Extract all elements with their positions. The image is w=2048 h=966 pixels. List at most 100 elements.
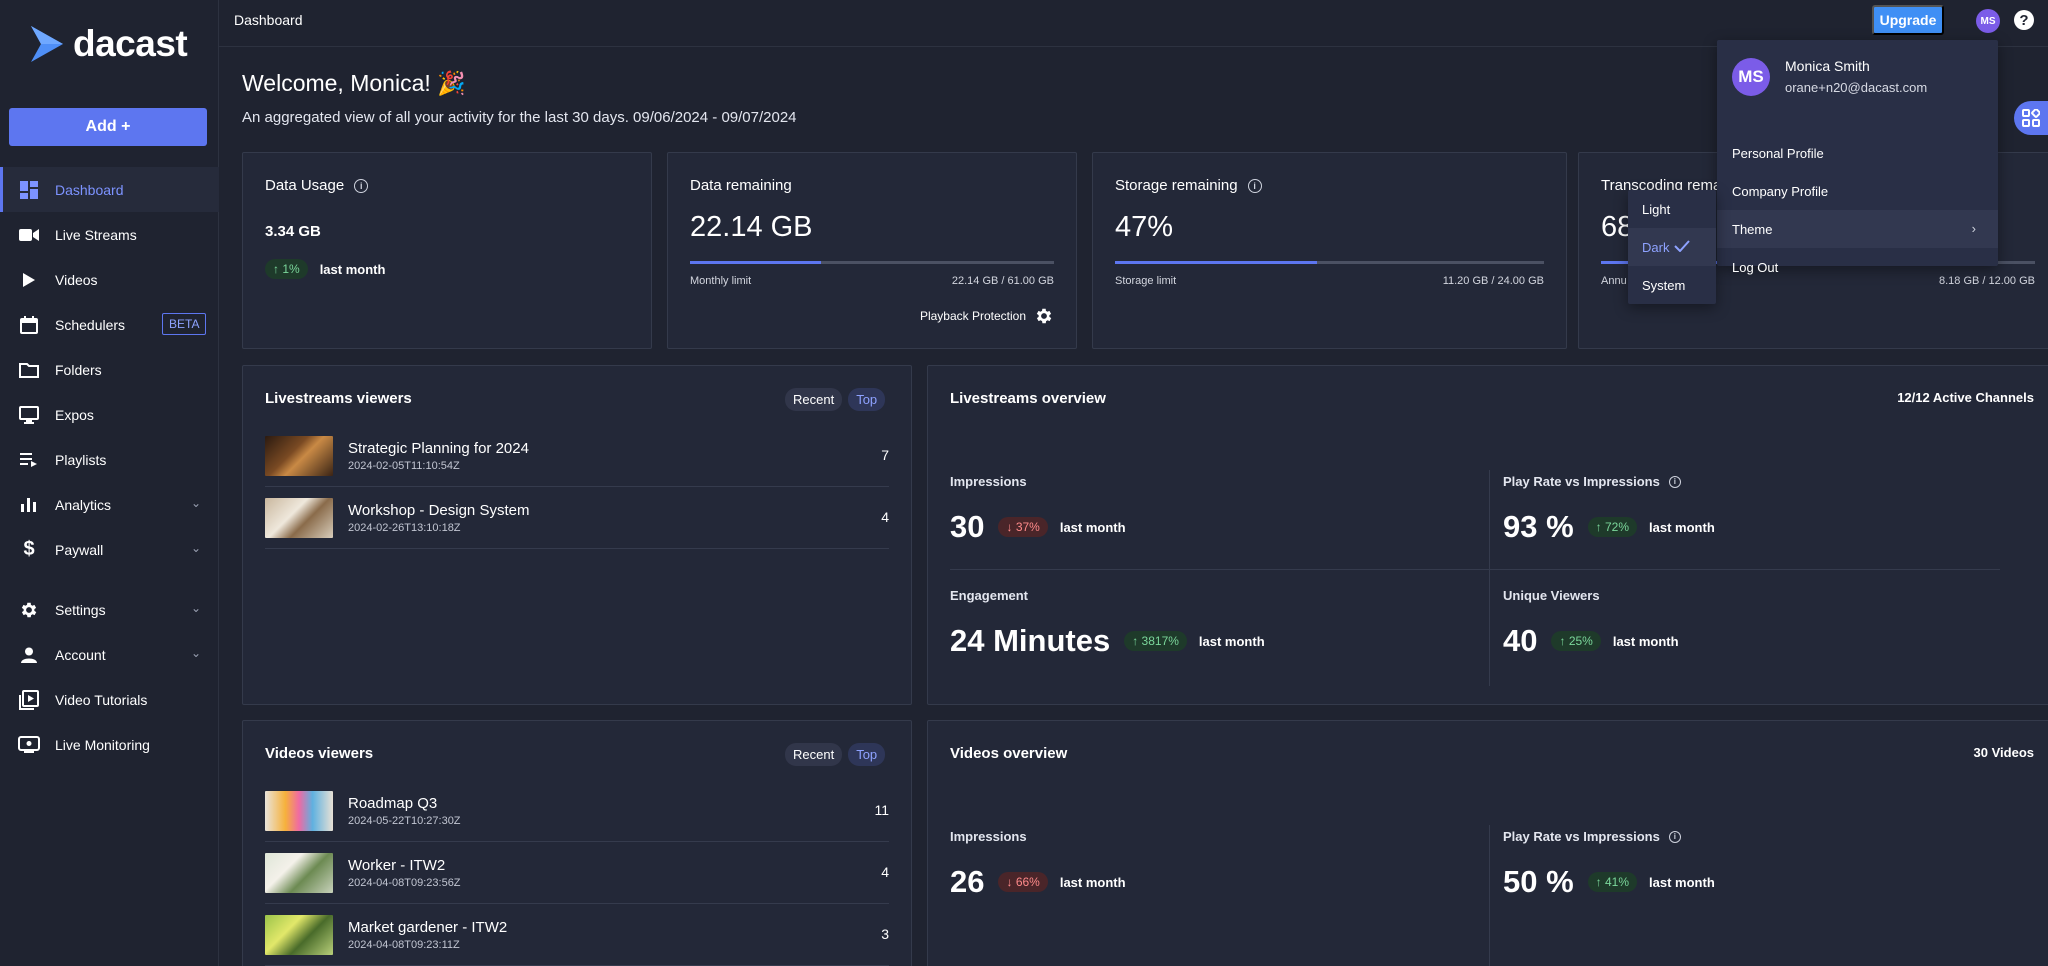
- data-remaining-value: 22.14 GB: [690, 211, 813, 243]
- dacast-logo[interactable]: dacast: [31, 23, 188, 64]
- metric-label: Play Rate vs Impressions i: [1503, 474, 1715, 489]
- sidebar-item-video-tutorials[interactable]: Video Tutorials: [0, 677, 219, 722]
- panel-title: Videos viewers: [265, 745, 374, 762]
- sidebar-item-videos[interactable]: Videos: [0, 257, 219, 302]
- sidebar-item-settings[interactable]: Settings ⌄: [0, 587, 219, 632]
- metric-label: Play Rate vs Impressions i: [1503, 829, 1715, 844]
- top-toggle[interactable]: Top: [848, 743, 886, 766]
- recent-toggle[interactable]: Recent: [785, 388, 843, 411]
- breadcrumb[interactable]: Dashboard: [234, 12, 303, 28]
- calendar-icon: [18, 314, 40, 336]
- metric-value-row: 93 % ↑ 72% last month: [1503, 509, 1715, 545]
- sidebar-item-analytics[interactable]: Analytics ⌄: [0, 482, 219, 527]
- sidebar-item-paywall[interactable]: $ Paywall ⌄: [0, 527, 219, 572]
- thumbnail: [265, 852, 333, 893]
- list-item[interactable]: Workshop - Design System 2024-02-26T13:1…: [265, 487, 889, 549]
- menu-item-theme[interactable]: Theme ›: [1717, 210, 1998, 248]
- metric-value: 93 %: [1503, 509, 1574, 544]
- sidebar-item-playlists[interactable]: Playlists: [0, 437, 219, 482]
- livestreams-list: Strategic Planning for 2024 2024-02-05T1…: [265, 425, 889, 549]
- list-item[interactable]: Roadmap Q3 2024-05-22T10:27:30Z 11: [265, 780, 889, 842]
- sidebar-item-live-streams[interactable]: Live Streams: [0, 212, 219, 257]
- list-item-text: Worker - ITW2 2024-04-08T09:23:56Z: [348, 857, 461, 889]
- trend-label: last month: [1649, 874, 1715, 890]
- add-button[interactable]: Add +: [9, 108, 207, 146]
- apps-grid-button[interactable]: [2014, 101, 2048, 135]
- info-icon[interactable]: i: [1247, 178, 1262, 193]
- item-date: 2024-04-08T09:23:56Z: [348, 876, 461, 889]
- list-item[interactable]: Strategic Planning for 2024 2024-02-05T1…: [265, 425, 889, 487]
- info-icon[interactable]: i: [1668, 475, 1681, 488]
- trend-label: last month: [1649, 519, 1715, 535]
- monitor-icon: [18, 404, 40, 426]
- sidebar-item-folders[interactable]: Folders: [0, 347, 219, 392]
- sidebar-item-live-monitoring[interactable]: Live Monitoring: [0, 722, 219, 767]
- check-icon: [1674, 240, 1690, 252]
- avatar[interactable]: MS: [1976, 9, 2000, 33]
- list-item[interactable]: Worker - ITW2 2024-04-08T09:23:56Z 4: [265, 842, 889, 904]
- sidebar-item-schedulers[interactable]: Schedulers BETA: [0, 302, 219, 347]
- panel-title: Livestreams viewers: [265, 390, 412, 407]
- item-title: Strategic Planning for 2024: [348, 439, 529, 457]
- progress-fill: [690, 261, 822, 264]
- metric-value-row: 24 Minutes ↑ 3817% last month: [950, 623, 1265, 659]
- sidebar-item-expos[interactable]: Expos: [0, 392, 219, 437]
- nav-spacer: [0, 572, 219, 587]
- theme-submenu: Light Dark System: [1628, 190, 1716, 304]
- trend-badge: ↑ 3817%: [1124, 631, 1187, 651]
- storage-remaining-value: 47%: [1115, 211, 1174, 243]
- sort-toggle: Recent Top: [785, 743, 886, 766]
- limit-value: 22.14 GB / 61.00 GB: [951, 275, 1054, 287]
- theme-option-system[interactable]: System: [1642, 277, 1686, 293]
- metric-value-row: 30 ↓ 37% last month: [950, 509, 1126, 545]
- viewer-count: 4: [881, 509, 889, 525]
- page-title: Welcome, Monica! 🎉: [242, 70, 466, 96]
- theme-option-light[interactable]: Light: [1642, 201, 1671, 217]
- gear-icon[interactable]: [1034, 306, 1054, 326]
- list-item[interactable]: Market gardener - ITW2 2024-04-08T09:23:…: [265, 904, 889, 966]
- limit-label: Annu: [1601, 275, 1627, 287]
- sidebar-item-label: Live Streams: [55, 226, 137, 243]
- sidebar-item-label: Analytics: [55, 496, 112, 513]
- top-toggle[interactable]: Top: [848, 388, 886, 411]
- thumbnail: [265, 790, 333, 831]
- metric-label: Impressions: [950, 829, 1027, 844]
- help-icon[interactable]: ?: [2014, 10, 2034, 30]
- user-menu: MS Monica Smith orane+n20@dacast.com Per…: [1717, 40, 1998, 275]
- metric-value-row: 50 % ↑ 41% last month: [1503, 864, 1715, 900]
- list-item-text: Strategic Planning for 2024 2024-02-05T1…: [348, 440, 529, 472]
- menu-item-company-profile[interactable]: Company Profile: [1732, 183, 1829, 199]
- storage-remaining-card: Storage remaining i 47% Storage limit 11…: [1092, 152, 1567, 349]
- menu-item-personal-profile[interactable]: Personal Profile: [1732, 145, 1824, 161]
- livestreams-viewers-panel: Livestreams viewers Recent Top Strategic…: [242, 365, 912, 705]
- viewer-count: 7: [881, 447, 889, 463]
- metric-value: 24 Minutes: [950, 623, 1111, 658]
- limit-value: 11.20 GB / 24.00 GB: [1442, 275, 1544, 287]
- data-remaining-progress: [690, 261, 1054, 264]
- menu-item-log-out[interactable]: Log Out: [1732, 259, 1779, 275]
- engagement-metric: Engagement 24 Minutes ↑ 3817% last month: [950, 588, 1265, 659]
- menu-item-label: Theme: [1732, 221, 1773, 237]
- chevron-down-icon: ⌄: [190, 541, 201, 555]
- chevron-right-icon: ›: [1971, 221, 1976, 236]
- item-date: 2024-02-26T13:10:18Z: [348, 521, 461, 534]
- recent-toggle[interactable]: Recent: [785, 743, 843, 766]
- item-date: 2024-04-08T09:23:11Z: [348, 938, 460, 951]
- playback-protection[interactable]: Playback Protection: [920, 306, 1054, 326]
- theme-option-dark[interactable]: Dark: [1628, 228, 1716, 266]
- sidebar-item-label: Expos: [55, 406, 94, 423]
- dacast-logo-icon: [31, 26, 63, 62]
- progress-fill: [1115, 261, 1317, 264]
- video-library-icon: [18, 689, 40, 711]
- info-icon[interactable]: i: [354, 178, 369, 193]
- metric-value-row: 26 ↓ 66% last month: [950, 864, 1126, 900]
- list-item-text: Roadmap Q3 2024-05-22T10:27:30Z: [348, 795, 461, 827]
- info-icon[interactable]: i: [1668, 830, 1681, 843]
- upgrade-button[interactable]: Upgrade: [1872, 5, 1944, 35]
- limit-label: Monthly limit: [690, 275, 752, 287]
- item-title: Workshop - Design System: [348, 501, 530, 519]
- user-name: Monica Smith: [1785, 58, 1870, 74]
- sidebar-item-account[interactable]: Account ⌄: [0, 632, 219, 677]
- card-title: Data remaining: [690, 177, 792, 194]
- sidebar-item-dashboard[interactable]: Dashboard: [0, 167, 219, 212]
